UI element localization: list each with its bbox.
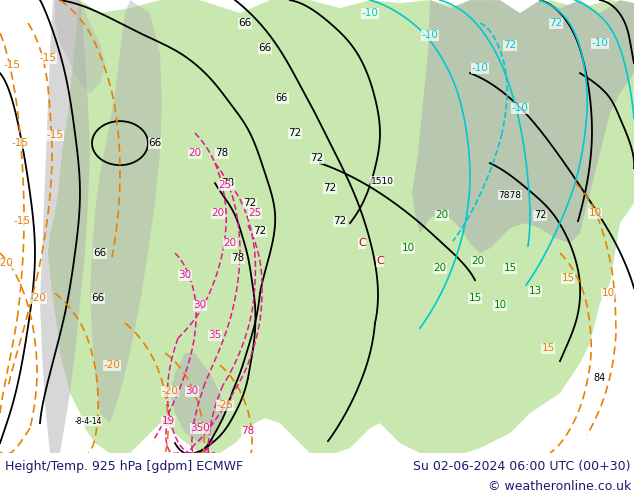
Text: 72: 72 — [323, 183, 337, 193]
Text: 20: 20 — [436, 210, 449, 220]
Text: 30: 30 — [185, 386, 198, 396]
Text: C: C — [376, 256, 384, 266]
Polygon shape — [40, 0, 90, 453]
Text: 30: 30 — [193, 300, 207, 310]
Text: 13: 13 — [528, 286, 541, 296]
Text: 84: 84 — [594, 373, 606, 383]
Text: 72: 72 — [254, 226, 267, 236]
Text: 10: 10 — [602, 288, 614, 298]
Text: 15: 15 — [561, 273, 574, 283]
Text: 78: 78 — [231, 253, 245, 263]
Text: 19: 19 — [162, 416, 174, 426]
Text: Su 02-06-2024 06:00 UTC (00+30): Su 02-06-2024 06:00 UTC (00+30) — [413, 460, 631, 473]
Text: -20: -20 — [103, 360, 120, 370]
Text: 20: 20 — [223, 238, 236, 248]
Text: 66: 66 — [91, 293, 105, 303]
Text: -15: -15 — [46, 130, 63, 140]
Text: 78: 78 — [216, 148, 229, 158]
Text: -20: -20 — [0, 258, 13, 268]
Text: 350: 350 — [190, 423, 210, 433]
Polygon shape — [412, 0, 634, 253]
Text: 10: 10 — [493, 300, 507, 310]
Text: -15: -15 — [11, 138, 29, 148]
Text: 72: 72 — [503, 40, 517, 50]
Text: 72: 72 — [333, 216, 347, 226]
Text: 66: 66 — [93, 248, 107, 258]
Polygon shape — [48, 0, 634, 453]
Polygon shape — [90, 0, 162, 423]
Text: 72: 72 — [243, 198, 257, 208]
Text: C: C — [358, 238, 366, 248]
Text: 30: 30 — [178, 270, 191, 280]
Text: 66: 66 — [259, 43, 271, 53]
Text: -15: -15 — [4, 60, 20, 70]
Text: 72: 72 — [288, 128, 302, 138]
Text: 15: 15 — [469, 293, 482, 303]
Text: -20: -20 — [30, 293, 46, 303]
Text: -8-4-14: -8-4-14 — [74, 416, 101, 426]
Text: -15: -15 — [39, 53, 56, 63]
Text: Height/Temp. 925 hPa [gdpm] ECMWF: Height/Temp. 925 hPa [gdpm] ECMWF — [5, 460, 243, 473]
Text: 78: 78 — [221, 178, 235, 188]
Text: 72: 72 — [311, 153, 323, 163]
Text: 35: 35 — [209, 330, 222, 340]
Text: -10: -10 — [592, 38, 609, 48]
Polygon shape — [170, 353, 225, 443]
Text: 7878: 7878 — [498, 191, 522, 199]
Text: -20: -20 — [162, 386, 178, 396]
Text: 1510: 1510 — [370, 176, 394, 186]
Text: -25: -25 — [216, 400, 233, 410]
Text: © weatheronline.co.uk: © weatheronline.co.uk — [488, 480, 631, 490]
Text: -10: -10 — [422, 30, 439, 40]
Text: 72: 72 — [550, 18, 562, 28]
Text: 66: 66 — [238, 18, 252, 28]
Text: 66: 66 — [276, 93, 288, 103]
Text: 78: 78 — [242, 426, 255, 436]
Text: 72: 72 — [534, 210, 547, 220]
Text: 10: 10 — [588, 208, 602, 218]
Text: 20: 20 — [211, 208, 224, 218]
Text: -10: -10 — [361, 8, 378, 18]
Text: 25: 25 — [218, 180, 231, 190]
Text: -10: -10 — [472, 63, 488, 73]
Polygon shape — [55, 0, 105, 93]
Text: -10: -10 — [512, 103, 528, 113]
Text: 20: 20 — [434, 263, 446, 273]
Text: -15: -15 — [13, 216, 30, 226]
Text: 25: 25 — [249, 208, 262, 218]
Text: 20: 20 — [472, 256, 484, 266]
Text: 15: 15 — [541, 343, 555, 353]
Text: 15: 15 — [503, 263, 517, 273]
Text: 20: 20 — [188, 148, 202, 158]
Text: 66: 66 — [148, 138, 162, 148]
Text: 10: 10 — [401, 243, 415, 253]
